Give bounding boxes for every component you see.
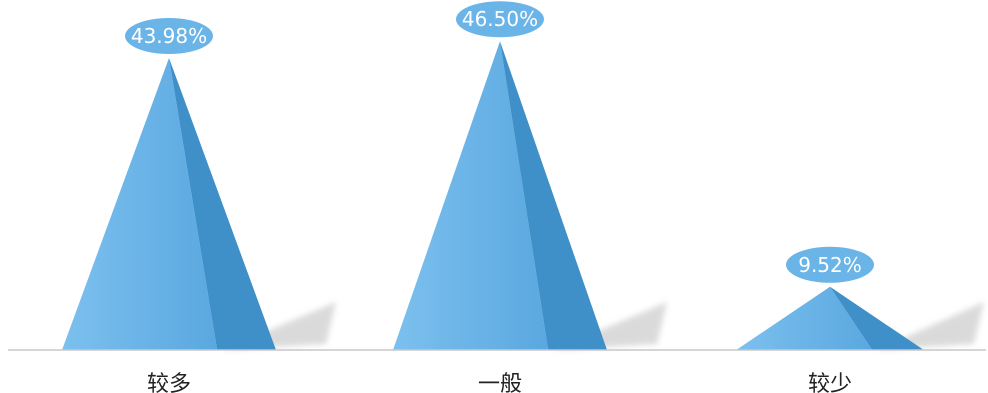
value-labels: 43.98% 46.50% 9.52% <box>125 1 874 283</box>
value-label-text-0: 43.98% <box>131 24 207 48</box>
pyramid-0 <box>62 57 276 350</box>
value-label-bubble-2 <box>786 246 874 283</box>
pyramid-2 <box>736 286 924 350</box>
value-label-bubble-1 <box>456 1 544 38</box>
pyramid-side-1 <box>500 41 607 351</box>
value-label-0: 43.98% <box>125 17 213 54</box>
pyramid-face-0 <box>62 57 218 350</box>
value-label-bubble-0 <box>125 17 213 54</box>
category-label-2: 较少 <box>808 372 852 393</box>
value-label-2: 9.52% <box>786 246 874 283</box>
pyramid-face-1 <box>393 41 549 351</box>
pyramid-side-0 <box>169 57 276 350</box>
value-label-text-1: 46.50% <box>462 7 538 31</box>
pyramid-side-2 <box>830 286 924 350</box>
pyramid-face-2 <box>736 286 873 350</box>
pyramids <box>62 41 924 351</box>
pyramid-1 <box>393 41 607 351</box>
value-label-text-2: 9.52% <box>798 253 862 277</box>
value-label-1: 46.50% <box>456 1 544 38</box>
category-label-1: 一般 <box>478 372 522 393</box>
category-label-0: 较多 <box>147 372 191 393</box>
category-labels: 较多 一般 较少 <box>147 372 852 393</box>
